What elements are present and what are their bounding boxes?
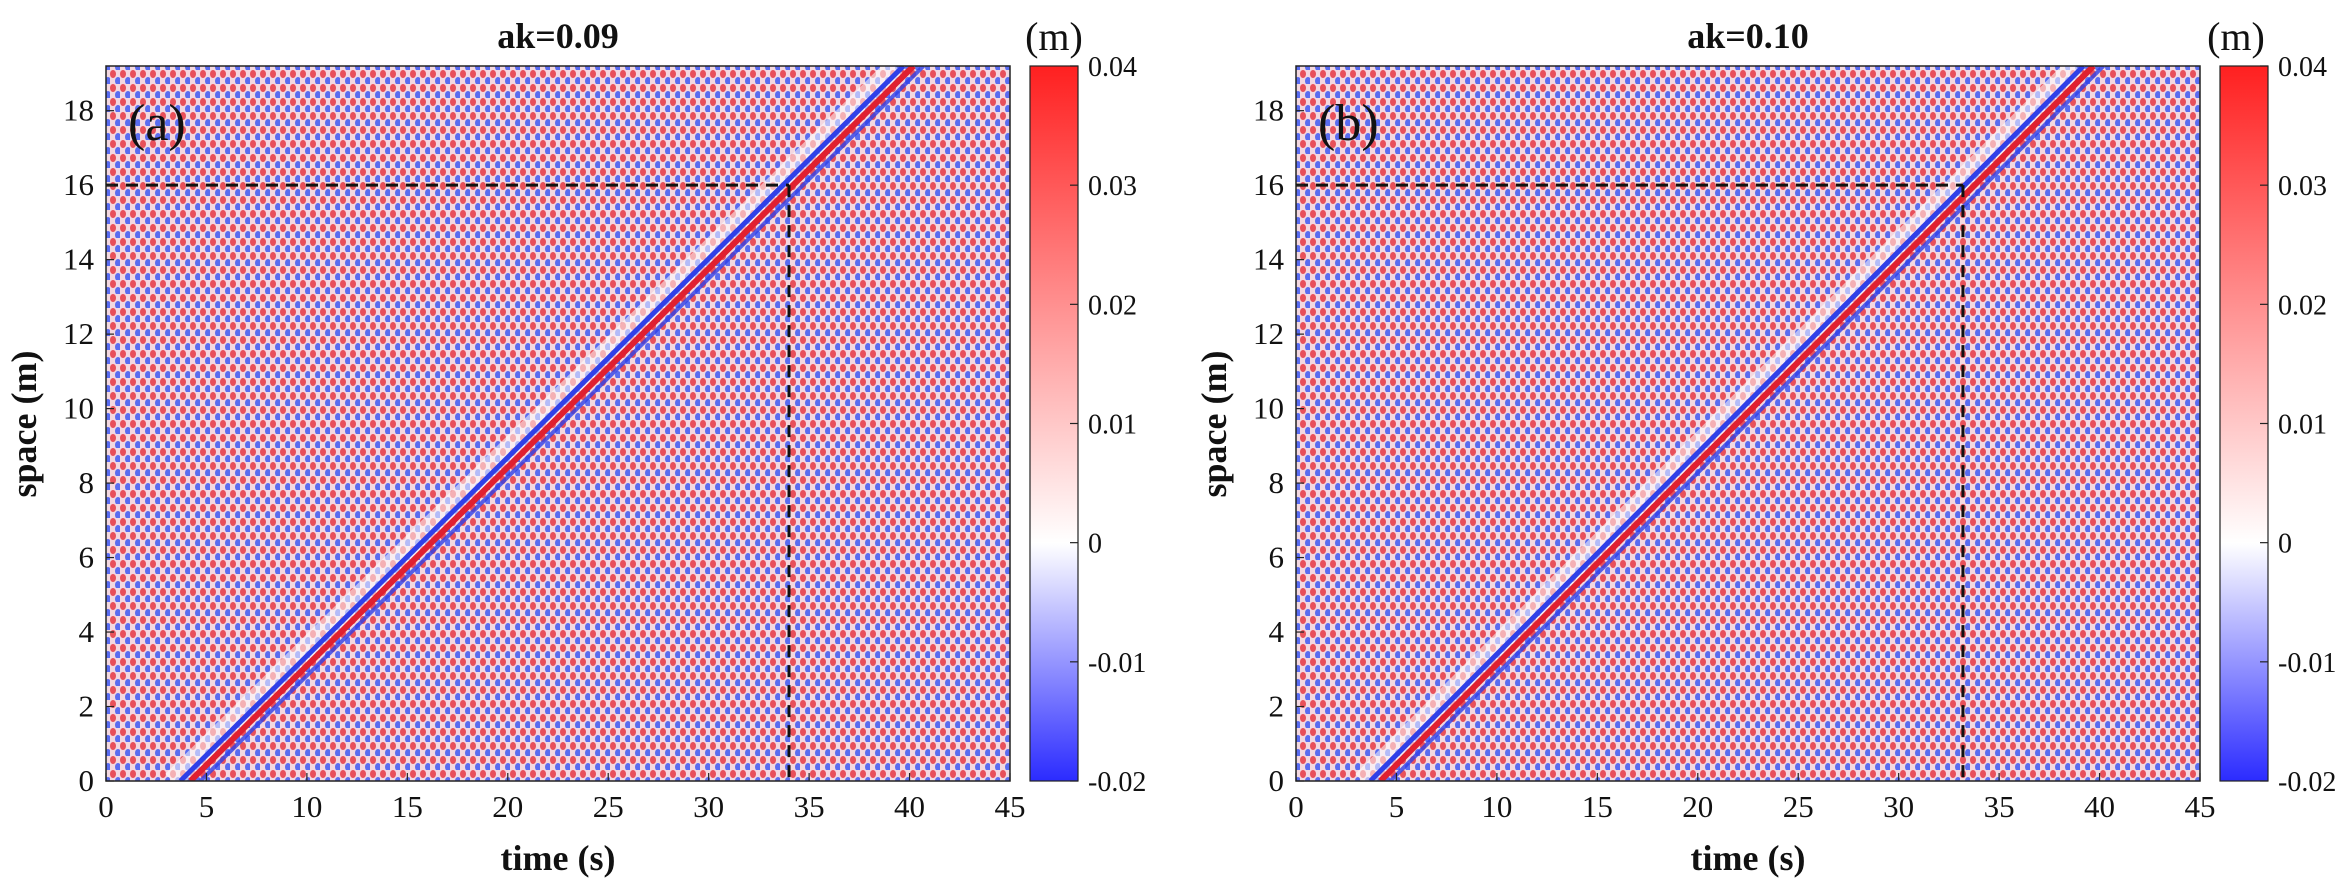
panel-a-xtick-label: 40 bbox=[894, 789, 925, 824]
panel-b-ytick-label: 14 bbox=[1253, 242, 1285, 277]
panel-a-colorbar-tick-label: 0.02 bbox=[1088, 290, 1137, 321]
panel-a-xtick-label: 30 bbox=[693, 789, 724, 824]
panel-b-xtick-label: 30 bbox=[1883, 789, 1914, 824]
panel-b-title: ak=0.10 bbox=[1687, 16, 1809, 56]
panel-a-ytick-label: 16 bbox=[63, 167, 94, 202]
panel-a-xtick-label: 0 bbox=[98, 789, 114, 824]
panel-a-axes-box bbox=[105, 65, 1011, 782]
panel-b-label: (b) bbox=[1318, 95, 1379, 152]
panel-a-title: ak=0.09 bbox=[497, 16, 619, 56]
panel-a-ytick-label: 6 bbox=[79, 540, 95, 575]
panel-a-packet-trough-2 bbox=[198, 66, 925, 781]
panel-b-packet-trough bbox=[1368, 66, 2086, 781]
panel-a-ytick-label: 12 bbox=[63, 316, 94, 351]
panel-a-label: (a) bbox=[128, 95, 186, 152]
panel-b-ytick-label: 12 bbox=[1253, 316, 1284, 351]
panel-b-x-ticks: 0 5 10 15 20 25 30 35 40 45 bbox=[1288, 773, 2216, 824]
panel-b-packet-crest bbox=[1378, 66, 2096, 781]
panel-b-colorbar-tick-label: -0.02 bbox=[2278, 767, 2336, 798]
panel-a-ylabel: space (m) bbox=[4, 351, 44, 498]
panel-b-colorbar-tick-label: -0.01 bbox=[2278, 648, 2336, 679]
panel-b-ytick-label: 8 bbox=[1269, 465, 1285, 500]
panel-a-colorbar-ticks: -0.02 -0.01 0 0.01 0.02 0.03 0.04 bbox=[1070, 52, 1146, 798]
panel-a-xtick-label: 5 bbox=[199, 789, 215, 824]
panel-a-ytick-label: 18 bbox=[63, 93, 94, 128]
panel-b-y-ticks: 0 2 4 6 8 10 12 14 16 18 bbox=[1253, 93, 1304, 798]
panel-a-dashed-marker bbox=[106, 183, 791, 781]
panel-a-xtick-label: 35 bbox=[794, 789, 825, 824]
panel-a-colorbar-tick-label: 0.01 bbox=[1088, 410, 1137, 441]
panel-a-ytick-label: 2 bbox=[79, 689, 95, 724]
panel-b-xtick-label: 20 bbox=[1682, 789, 1713, 824]
panel-b-xlabel: time (s) bbox=[1691, 838, 1806, 878]
panel-a-colorbar-tick-label: -0.02 bbox=[1088, 767, 1146, 798]
panel-a-ytick-label: 8 bbox=[79, 465, 95, 500]
panel-a-xtick-label: 45 bbox=[995, 789, 1026, 824]
panel-b-ytick-label: 10 bbox=[1253, 391, 1284, 426]
panel-b-ytick-label: 6 bbox=[1269, 540, 1285, 575]
panel-b-ytick-label: 4 bbox=[1269, 614, 1285, 649]
panel-b-xtick-label: 0 bbox=[1288, 789, 1304, 824]
panel-b-xtick-label: 35 bbox=[1984, 789, 2015, 824]
panel-a-colorbar-tick-label: -0.01 bbox=[1088, 648, 1146, 679]
panel-a-xtick-label: 25 bbox=[593, 789, 624, 824]
panel-b-colorbar-tick-label: 0.01 bbox=[2278, 410, 2327, 441]
panel-a-y-ticks: 0 2 4 6 8 10 12 14 16 18 bbox=[63, 93, 114, 798]
panel-b-packet-trough-2 bbox=[1388, 66, 2105, 781]
panel-b-axes-box bbox=[1295, 65, 2201, 782]
panel-a-colorbar-unit: (m) bbox=[1025, 14, 1083, 59]
panel-b-dashed-marker bbox=[1296, 183, 1965, 781]
panel-b-colorbar-unit: (m) bbox=[2207, 14, 2265, 59]
panel-b-ytick-label: 16 bbox=[1253, 167, 1284, 202]
panel-a-xlabel: time (s) bbox=[501, 838, 616, 878]
panel-a-ytick-label: 14 bbox=[63, 242, 95, 277]
panel-b-colorbar-tick-label: 0.04 bbox=[2278, 52, 2327, 83]
panel-a-ytick-label: 4 bbox=[79, 614, 95, 649]
panel-b: ak=0.10 (b) 0 5 10 15 20 25 30 35 40 45 0 2 4 6 8 10 12… bbox=[1194, 14, 2336, 878]
panel-b-colorbar-ticks: -0.02 -0.01 0 0.01 0.02 0.03 0.04 bbox=[2260, 52, 2336, 798]
panel-b-xtick-label: 40 bbox=[2084, 789, 2115, 824]
panel-a-xtick-label: 15 bbox=[392, 789, 423, 824]
panel-b-ylabel: space (m) bbox=[1194, 351, 1234, 498]
panel-b-xtick-label: 45 bbox=[2185, 789, 2216, 824]
panel-a-heatmap bbox=[106, 66, 1010, 781]
panel-a-packet-crest bbox=[188, 66, 916, 781]
panel-a-packet-trough bbox=[178, 66, 906, 781]
panel-b-xtick-label: 15 bbox=[1582, 789, 1613, 824]
panel-a-colorbar-tick-label: 0.03 bbox=[1088, 171, 1137, 202]
panel-b-colorbar-tick-label: 0.03 bbox=[2278, 171, 2327, 202]
panel-b-colorbar-tick-label: 0 bbox=[2278, 529, 2292, 560]
panel-a-ytick-label: 10 bbox=[63, 391, 94, 426]
panel-b-heatmap bbox=[1296, 66, 2200, 781]
panel-a-x-ticks: 0 5 10 15 20 25 30 35 40 45 bbox=[98, 773, 1026, 824]
panel-b-xtick-label: 5 bbox=[1389, 789, 1405, 824]
panel-b-ytick-label: 0 bbox=[1269, 763, 1285, 798]
panel-a-xtick-label: 20 bbox=[492, 789, 523, 824]
panel-a-colorbar-tick-label: 0.04 bbox=[1088, 52, 1137, 83]
panel-a-colorbar-tick-label: 0 bbox=[1088, 529, 1102, 560]
panel-b-ytick-label: 2 bbox=[1269, 689, 1285, 724]
panel-a: ak=0.09 (a) 0 5 10 15 20 25 30 35 40 45 0 2 4 6 8 10 12… bbox=[4, 14, 1146, 878]
panel-b-ytick-label: 18 bbox=[1253, 93, 1284, 128]
panel-b-xtick-label: 10 bbox=[1481, 789, 1512, 824]
panel-a-ytick-label: 0 bbox=[79, 763, 95, 798]
panel-b-colorbar-tick-label: 0.02 bbox=[2278, 290, 2327, 321]
panel-a-field bbox=[106, 66, 1010, 781]
panel-b-xtick-label: 25 bbox=[1783, 789, 1814, 824]
panel-a-xtick-label: 10 bbox=[291, 789, 322, 824]
